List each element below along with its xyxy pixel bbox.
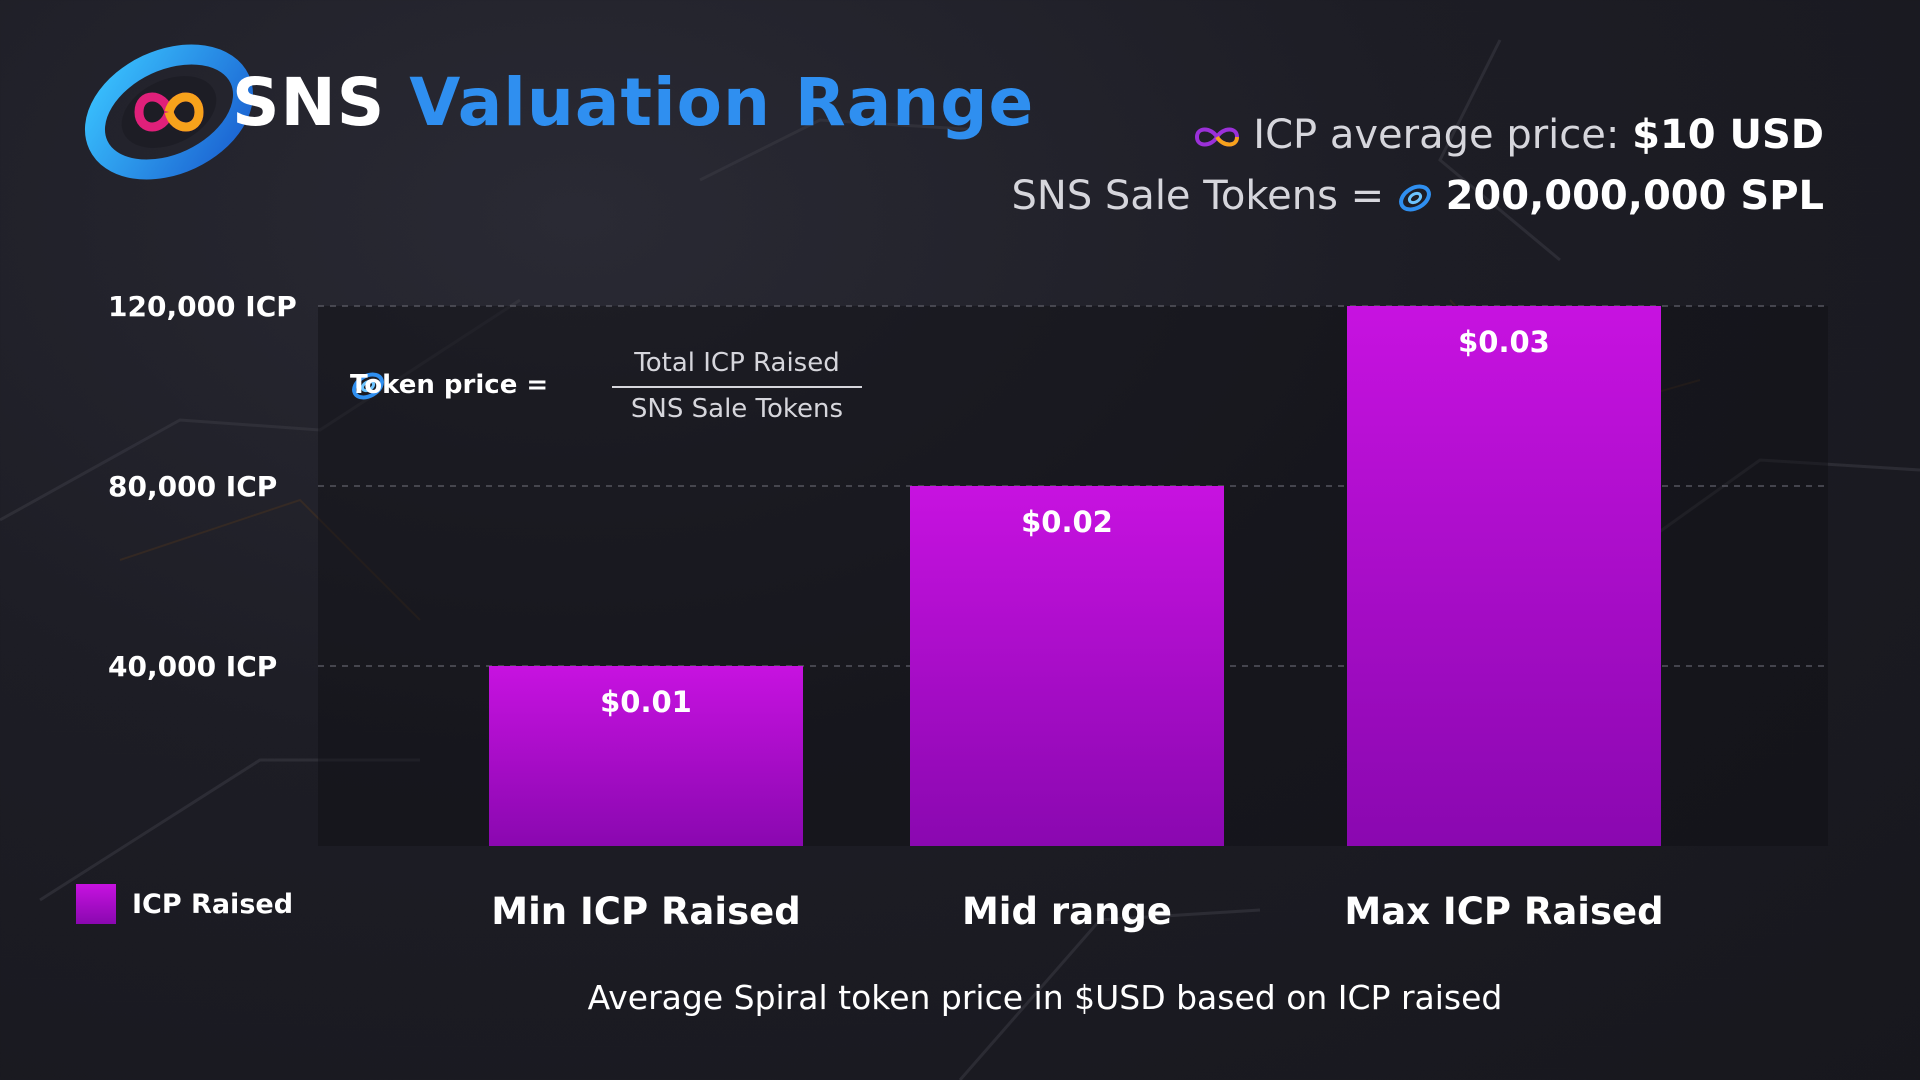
title-valuation-range: Valuation Range xyxy=(409,64,1035,141)
icp-price-label: ICP average price: xyxy=(1253,112,1620,158)
spiral-token-icon xyxy=(1398,184,1431,212)
token-price-formula: Token price = Total ICP Raised SNS Sale … xyxy=(350,348,870,428)
y-tick-label: 80,000 ICP xyxy=(108,470,277,503)
formula-numerator: Total ICP Raised xyxy=(634,348,840,378)
legend-swatch xyxy=(76,884,116,924)
icp-infinity-icon xyxy=(1194,127,1239,147)
sale-tokens-label: SNS Sale Tokens = xyxy=(1011,173,1385,219)
y-tick-label: 40,000 ICP xyxy=(108,650,277,683)
icp-price-info: ICP average price: $10 USD xyxy=(1193,112,1824,158)
bar-data-label: $0.02 xyxy=(1021,505,1113,539)
token-price-label: Token price = xyxy=(350,370,549,400)
sale-tokens-info: SNS Sale Tokens = 200,000,000 SPL xyxy=(1012,173,1825,219)
chart-footnote: Average Spiral token price in $USD based… xyxy=(587,978,1503,1017)
title-sns: SNS xyxy=(232,64,386,141)
sns-logo-icon xyxy=(84,44,254,180)
bar xyxy=(489,666,803,846)
y-tick-label: 120,000 ICP xyxy=(108,290,297,323)
page-title: SNS Valuation Range xyxy=(232,64,1034,141)
x-category-label: Min ICP Raised xyxy=(491,890,800,933)
legend-label: ICP Raised xyxy=(132,888,294,920)
chart-legend: ICP Raised xyxy=(76,884,293,924)
bar xyxy=(1347,306,1661,846)
bar-data-label: $0.03 xyxy=(1458,325,1550,359)
formula-fraction-bar xyxy=(612,386,862,388)
bar-data-label: $0.01 xyxy=(600,685,692,719)
formula-denominator: SNS Sale Tokens xyxy=(630,394,844,424)
bar xyxy=(910,486,1224,846)
spiral-token-icon xyxy=(352,372,384,400)
icp-price-value: $10 USD xyxy=(1632,112,1824,158)
x-category-label: Mid range xyxy=(962,890,1172,933)
x-category-label: Max ICP Raised xyxy=(1344,890,1663,933)
sale-tokens-value: 200,000,000 SPL xyxy=(1445,173,1824,219)
